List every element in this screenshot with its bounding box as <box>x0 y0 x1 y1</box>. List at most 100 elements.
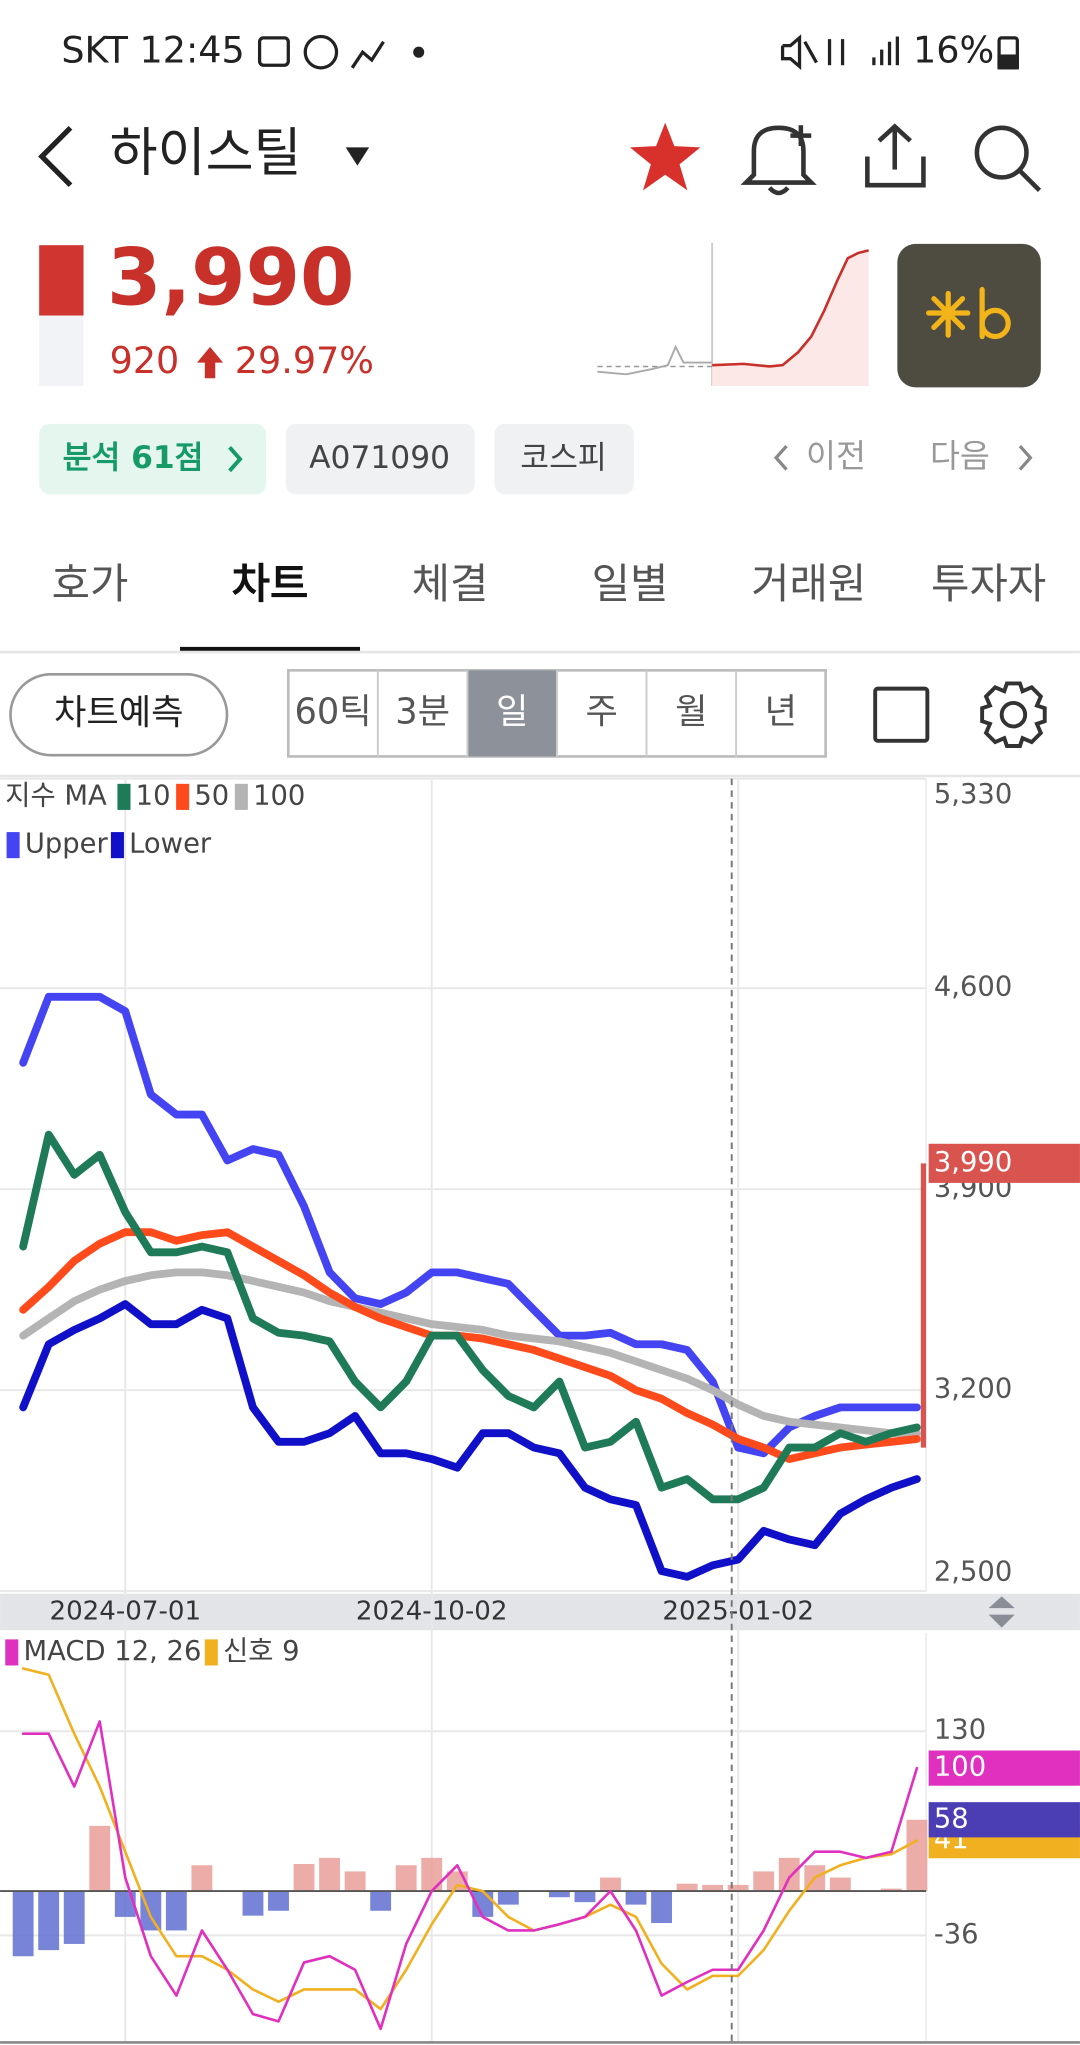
period-option[interactable]: 년 <box>765 691 797 732</box>
y-tick-label: 5,330 <box>934 779 1012 810</box>
y-tick-label: -36 <box>934 1919 979 1950</box>
legend-label: MACD 12, 26 <box>24 1636 202 1667</box>
histogram-bar <box>574 1891 596 1903</box>
last-value-box <box>928 1802 1080 1838</box>
tab[interactable]: 체결 <box>412 559 489 608</box>
series-line <box>19 1228 921 1463</box>
histogram-bar <box>829 1877 851 1892</box>
y-tick-label: 3,200 <box>934 1374 1012 1405</box>
market-tag[interactable] <box>494 423 634 495</box>
tab[interactable]: 투자자 <box>931 559 1046 608</box>
status-time: SKT 12:45 <box>61 29 244 72</box>
legend-label: 신호 9 <box>223 1636 300 1667</box>
histogram-bar <box>370 1891 392 1911</box>
histogram-bar <box>293 1864 315 1892</box>
legend-title: 지수 MA <box>5 780 107 811</box>
settings-button[interactable] <box>980 681 1047 748</box>
histogram-bar <box>268 1891 289 1911</box>
legend-swatch <box>204 1639 218 1666</box>
histogram-bar <box>880 1888 902 1892</box>
x-tick-label: 2025-01-02 <box>662 1597 814 1627</box>
dropdown-icon[interactable] <box>345 147 370 166</box>
status-battery: 16% <box>913 29 994 72</box>
series-line <box>21 1720 919 2031</box>
price-bar-base <box>39 315 84 387</box>
last-value-box <box>928 1750 1080 1786</box>
price-bar-up <box>39 245 84 316</box>
histogram-bar <box>421 1857 443 1892</box>
tab-bar: 호가 차트 체결 일별 거래원 투자자 <box>52 559 1046 653</box>
share-button[interactable] <box>865 123 926 188</box>
x-tick-label: 2024-07-01 <box>50 1597 202 1627</box>
price-change: 920 <box>110 339 180 382</box>
series-line <box>19 1268 921 1438</box>
series-line <box>19 1130 921 1504</box>
date-axis-band <box>0 1593 1080 1631</box>
histogram-bar <box>165 1891 187 1931</box>
x-tick-label: 2024-10-02 <box>356 1597 508 1627</box>
histogram-bar <box>497 1891 519 1905</box>
histogram-bar <box>12 1891 34 1957</box>
histogram-bar <box>702 1884 724 1892</box>
fullscreen-button[interactable] <box>873 686 930 743</box>
tab-underline <box>180 646 361 653</box>
histogram-bar <box>651 1891 672 1924</box>
last-value-label: 58 <box>934 1803 969 1834</box>
histogram-bar <box>191 1865 213 1892</box>
histogram-bar <box>548 1891 570 1898</box>
legend-swatch <box>234 783 248 810</box>
tab[interactable]: 일별 <box>592 559 669 608</box>
search-button[interactable] <box>974 125 1042 193</box>
legend-label: Lower <box>129 829 212 860</box>
period-selected <box>467 670 557 757</box>
status-icons <box>257 34 1019 71</box>
histogram-bar <box>753 1871 775 1892</box>
period-option[interactable]: 3분 <box>395 691 450 732</box>
favorite-star[interactable] <box>629 122 701 191</box>
period-option[interactable]: 월 <box>675 691 707 732</box>
histogram-bar <box>676 1883 698 1892</box>
broker-logo[interactable] <box>897 243 1041 388</box>
histogram-bar <box>625 1891 647 1905</box>
period-option[interactable]: 일 <box>496 691 528 732</box>
y-tick-label: 2,500 <box>934 1556 1012 1587</box>
back-button[interactable] <box>38 125 73 188</box>
market-tag-label: 코스피 <box>520 440 606 476</box>
price-change-pct: 29.97% <box>235 339 374 382</box>
histogram-bar <box>395 1865 417 1892</box>
histogram-bar <box>38 1891 60 1951</box>
last-value-label: 100 <box>934 1752 986 1783</box>
alert-button[interactable] <box>740 125 817 196</box>
analysis-tag-label: 분석 61점 <box>63 440 204 476</box>
histogram-bar <box>319 1857 341 1892</box>
prev-button[interactable]: 이전 <box>806 437 866 475</box>
analysis-tag[interactable] <box>39 423 267 495</box>
histogram-bar <box>242 1891 264 1916</box>
resize-handle[interactable] <box>988 1596 1015 1628</box>
tab[interactable]: 거래원 <box>751 559 866 608</box>
period-option[interactable]: 60틱 <box>294 691 371 732</box>
legend-label: 100 <box>253 780 305 811</box>
current-price: 3,990 <box>107 232 355 323</box>
tab[interactable]: 차트 <box>232 559 309 608</box>
series-line <box>21 1667 919 2011</box>
period-option[interactable]: 주 <box>586 691 618 732</box>
sparkline <box>597 242 869 387</box>
tab[interactable]: 호가 <box>52 559 129 608</box>
legend-swatch <box>5 1639 19 1666</box>
legend-label: 10 <box>136 780 171 811</box>
histogram-bar <box>727 1884 749 1892</box>
y-tick-label: 4,600 <box>934 972 1012 1003</box>
histogram-bar <box>344 1871 366 1892</box>
next-chevron[interactable] <box>1018 444 1033 471</box>
chevron <box>228 446 243 473</box>
series-line <box>19 1300 921 1581</box>
code-tag[interactable] <box>285 423 475 495</box>
prev-chevron[interactable] <box>773 444 788 471</box>
forecast-button[interactable] <box>9 672 229 757</box>
next-button[interactable]: 다음 <box>930 437 990 475</box>
up-arrow <box>196 346 224 379</box>
